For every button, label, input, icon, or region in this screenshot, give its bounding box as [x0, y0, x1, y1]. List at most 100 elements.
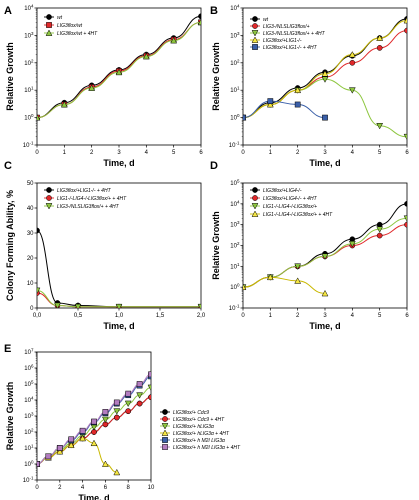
legend-marker: [252, 23, 258, 29]
legend-label: wt: [57, 15, 63, 21]
legend-label: wt: [263, 17, 269, 23]
data-point: [90, 439, 98, 447]
legend-entry: LIG3flox/+ Cdc9: [160, 409, 209, 416]
series-line: [37, 230, 201, 308]
legend-marker: [45, 203, 53, 210]
y-tick-label: 106: [24, 364, 34, 373]
legend-entry: LIG3-/NLSLIG3flox/+ + 4HT: [250, 30, 326, 37]
x-ticks: 0 1 2 3 4 5 6: [241, 145, 409, 156]
legend-marker: [45, 29, 53, 36]
y-tick-label: 102: [230, 241, 240, 250]
x-tick-label: 6: [104, 485, 108, 491]
x-tick-label: 4: [81, 485, 85, 491]
y-tick-label: 102: [24, 428, 34, 437]
series-3: [37, 287, 201, 308]
data-point: [376, 122, 384, 130]
y-tick-label: 103: [24, 31, 34, 40]
data-series: [243, 200, 407, 297]
panel-d: D 10-1 100 101 102 103 104 105 0 1 2 3 4 5 6 Time, d Rel…: [210, 160, 409, 331]
y-tick-label: 10-1: [229, 304, 240, 313]
y-tick-label: 105: [24, 380, 34, 389]
legend-label: LIG3flox/+LIG1-/- + 4HT: [263, 45, 318, 51]
legend-label: LIG1-/-LIG4-/-LIG3flox/+ + 4HT: [57, 196, 127, 202]
x-ticks: 0 1 2 3 4 5 6: [35, 145, 203, 156]
data-point: [294, 86, 302, 94]
data-point: [101, 416, 109, 424]
y-tick-label: 10: [27, 281, 34, 287]
legend-marker: [162, 437, 168, 443]
legend-marker: [161, 423, 169, 430]
data-point: [115, 68, 123, 76]
legend: LIG3flox/+LIG1-/- + 4HT LIG1-/-LIG4-/-LIG…: [44, 187, 127, 210]
data-point: [37, 461, 40, 467]
data-point: [124, 400, 132, 408]
x-axis-title: Time, d: [309, 158, 340, 168]
data-point: [348, 241, 356, 248]
legend-entry: LIG3-/NLSLIG3flox/+ + 4HT: [44, 203, 120, 210]
legend-label: LIG3-/NLSLIG3flox/+: [263, 24, 310, 30]
data-point: [79, 434, 87, 442]
data-point: [148, 394, 151, 401]
legend-marker: [252, 44, 258, 50]
y-tick-label: 101: [230, 86, 240, 95]
data-point: [243, 283, 247, 291]
data-point: [348, 87, 356, 94]
legend-label: LIG3flox/+ Cdc9 + 4HT: [173, 417, 225, 423]
y-tick-label: 10-1: [23, 476, 34, 485]
legend-marker: [162, 444, 168, 450]
data-point: [321, 76, 329, 83]
data-point: [376, 226, 384, 233]
data-point: [79, 427, 86, 434]
legend-label: LIG3flox/wt: [57, 23, 83, 29]
legend-marker: [252, 187, 258, 193]
x-tick-label: 4: [145, 150, 149, 156]
legend-label: LIG1-/-LIG4-/-LIG3flox/+ + 4HT: [263, 212, 333, 218]
legend-entry: LIG3flox/+LIG4-/- + 4HT: [250, 195, 318, 202]
legend: wtLIG3-/NLSLIG3flox/+LIG3-/NLSLIG3flox/+…: [250, 16, 326, 51]
x-tick-label: 1: [269, 150, 273, 156]
y-ticks: 10-1 100 101 102 103 104 105 106 107: [23, 348, 37, 485]
data-point: [266, 273, 274, 281]
y-tick-label: 101: [24, 86, 34, 95]
data-point: [147, 384, 151, 392]
x-tick-label: 2: [90, 150, 94, 156]
data-point: [403, 215, 407, 222]
y-tick-label: 104: [24, 396, 34, 405]
legend-label: LIG3flox/+ h M2I LIG3α + 4HT: [173, 445, 241, 451]
legend-marker: [162, 416, 168, 422]
data-point: [294, 277, 302, 284]
data-point: [45, 453, 52, 460]
legend-entry: LIG3flox/+ h M2I LIG3α + 4HT: [160, 444, 241, 451]
data-point: [136, 400, 143, 407]
legend-entry: wt: [44, 14, 63, 21]
data-series: [243, 16, 407, 141]
y-tick-label: 0: [30, 306, 34, 312]
x-tick-label: 5: [378, 313, 382, 319]
data-point: [136, 392, 144, 399]
series-line: [243, 100, 326, 119]
y-tick-label: 50: [27, 181, 34, 187]
y-tick-label: 100: [24, 460, 34, 469]
y-ticks: 0 10 20 30 40 50: [27, 181, 37, 312]
y-ticks: 10-1 100 101 102 103 104: [229, 4, 243, 149]
x-axis-title: Time, d: [103, 321, 134, 331]
data-point: [37, 227, 40, 234]
panel-letter: B: [210, 5, 218, 17]
data-point: [56, 445, 63, 451]
data-point: [321, 289, 329, 297]
y-tick-label: 100: [24, 113, 34, 122]
x-tick-label: 1: [63, 150, 67, 156]
legend-marker: [162, 409, 168, 415]
data-point: [136, 381, 143, 387]
x-tick-label: 0: [241, 313, 245, 319]
data-point: [266, 100, 274, 108]
x-tick-label: 2: [296, 313, 300, 319]
panel-e: E 10-1 100 101 102 103 104 105 106 107 0 2 4 6 8 10 Time…: [4, 343, 241, 500]
y-tick-label: 101: [230, 262, 240, 271]
data-point: [113, 468, 121, 476]
legend-marker: [252, 16, 258, 22]
legend-marker: [46, 14, 52, 20]
y-axis-title: Relative Growth: [5, 382, 15, 451]
data-point: [113, 399, 120, 406]
y-axis-title: Colony Forming Ability, %: [5, 190, 15, 301]
